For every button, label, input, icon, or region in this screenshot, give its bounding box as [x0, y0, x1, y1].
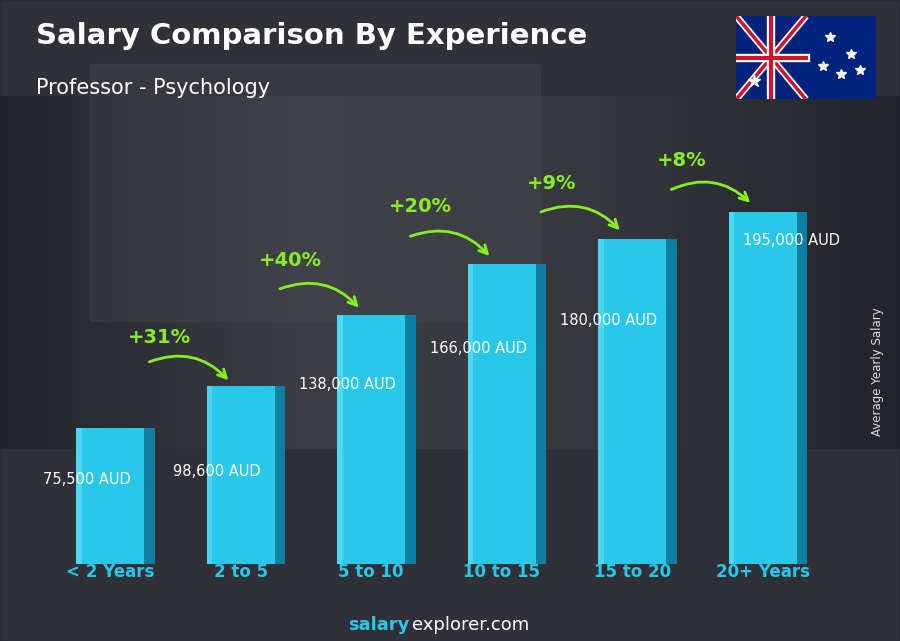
Polygon shape — [598, 239, 666, 564]
Polygon shape — [468, 264, 473, 564]
Polygon shape — [274, 386, 285, 564]
Polygon shape — [729, 212, 734, 564]
Text: Professor - Psychology: Professor - Psychology — [36, 78, 270, 98]
Text: 195,000 AUD: 195,000 AUD — [743, 233, 840, 247]
Polygon shape — [666, 239, 677, 564]
Polygon shape — [144, 428, 155, 564]
Polygon shape — [76, 428, 144, 564]
Text: 138,000 AUD: 138,000 AUD — [300, 377, 396, 392]
Polygon shape — [468, 264, 536, 564]
Text: 75,500 AUD: 75,500 AUD — [43, 472, 130, 487]
Polygon shape — [796, 212, 807, 564]
Polygon shape — [729, 212, 796, 564]
Text: < 2 Years: < 2 Years — [66, 563, 155, 581]
Polygon shape — [598, 239, 604, 564]
Text: 15 to 20: 15 to 20 — [594, 563, 670, 581]
Text: 5 to 10: 5 to 10 — [338, 563, 404, 581]
Text: 2 to 5: 2 to 5 — [213, 563, 268, 581]
Text: salary: salary — [348, 616, 410, 634]
Text: +9%: +9% — [526, 174, 576, 194]
Polygon shape — [405, 315, 416, 564]
Text: Average Yearly Salary: Average Yearly Salary — [871, 308, 884, 436]
Text: 166,000 AUD: 166,000 AUD — [430, 340, 526, 356]
Polygon shape — [76, 428, 82, 564]
Text: +20%: +20% — [390, 197, 453, 216]
Text: +31%: +31% — [129, 328, 192, 347]
Bar — [90, 64, 540, 321]
Text: 180,000 AUD: 180,000 AUD — [560, 313, 657, 328]
Text: +40%: +40% — [259, 251, 322, 270]
Text: +8%: +8% — [657, 151, 706, 170]
Polygon shape — [536, 264, 546, 564]
Polygon shape — [207, 386, 212, 564]
Text: explorer.com: explorer.com — [412, 616, 529, 634]
Text: 10 to 15: 10 to 15 — [464, 563, 540, 581]
Polygon shape — [207, 386, 274, 564]
Polygon shape — [338, 315, 405, 564]
Polygon shape — [338, 315, 343, 564]
Text: 98,600 AUD: 98,600 AUD — [174, 464, 261, 479]
Text: 20+ Years: 20+ Years — [716, 563, 810, 581]
Text: Salary Comparison By Experience: Salary Comparison By Experience — [36, 22, 587, 51]
